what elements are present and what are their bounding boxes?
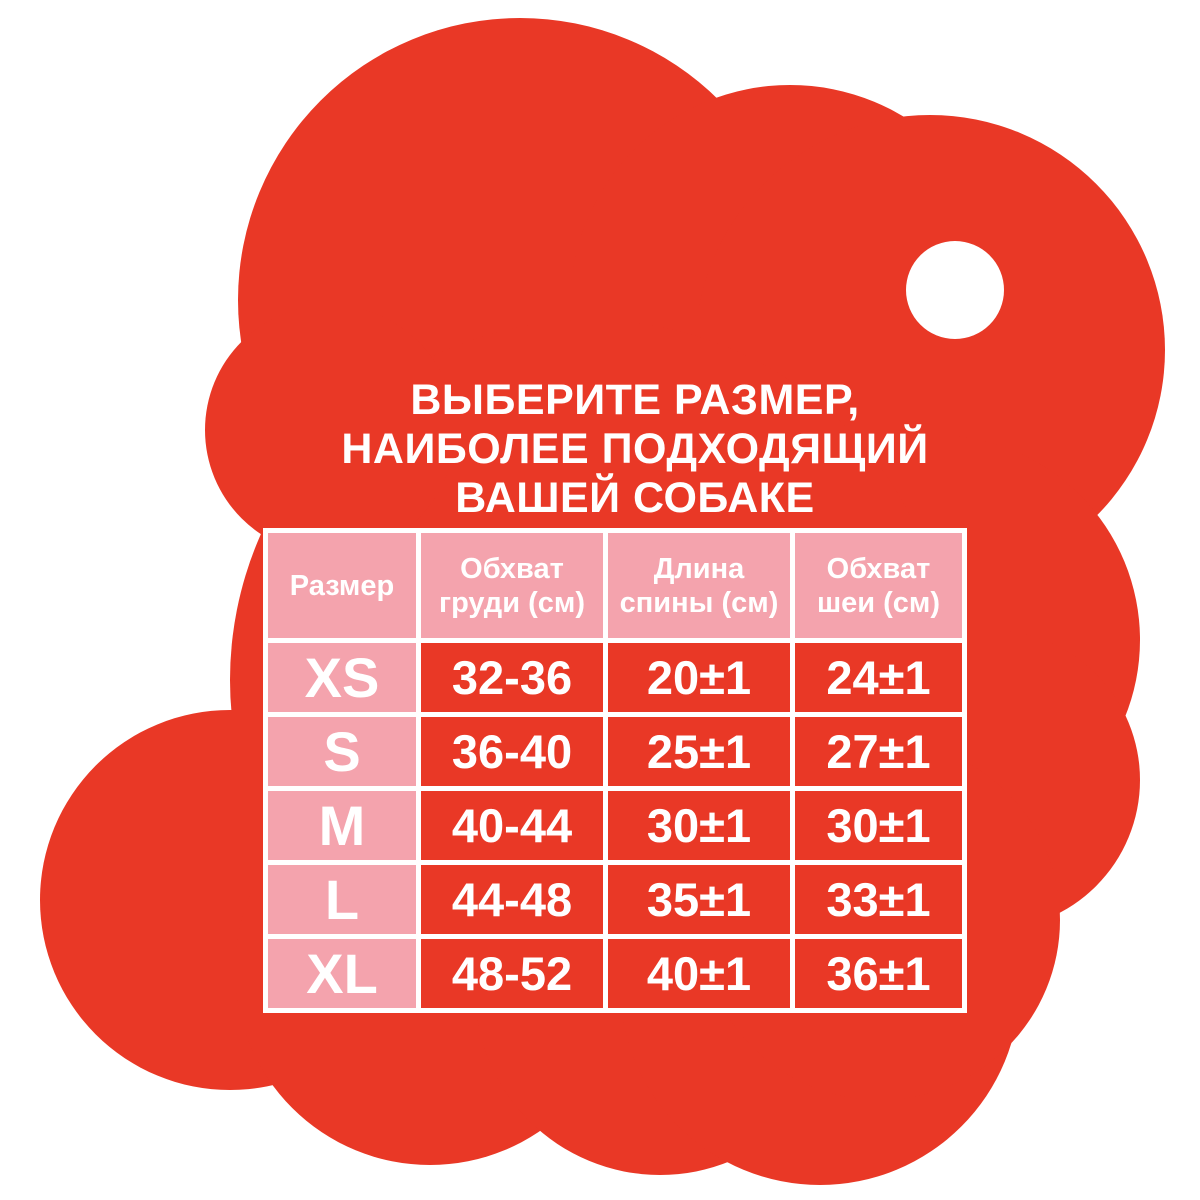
back-cell: 30±1: [608, 791, 790, 860]
size-cell: L: [268, 865, 416, 934]
neck-cell: 24±1: [795, 643, 962, 712]
size-cell: XL: [268, 939, 416, 1008]
tag-hole-icon: [906, 241, 1004, 339]
back-cell: 25±1: [608, 717, 790, 786]
chest-cell: 40-44: [421, 791, 603, 860]
chest-cell: 48-52: [421, 939, 603, 1008]
back-cell: 20±1: [608, 643, 790, 712]
header-back: Длина спины (см): [608, 533, 790, 638]
neck-cell: 36±1: [795, 939, 962, 1008]
table-row: M 40-44 30±1 30±1: [268, 791, 962, 860]
chest-cell: 44-48: [421, 865, 603, 934]
table-row: L 44-48 35±1 33±1: [268, 865, 962, 934]
size-table: Размер Обхват груди (см) Длина спины (см…: [263, 528, 967, 1013]
chest-cell: 32-36: [421, 643, 603, 712]
neck-cell: 33±1: [795, 865, 962, 934]
table-row: XS 32-36 20±1 24±1: [268, 643, 962, 712]
table-header-row: Размер Обхват груди (см) Длина спины (см…: [268, 533, 962, 638]
size-cell: M: [268, 791, 416, 860]
back-cell: 40±1: [608, 939, 790, 1008]
page-title: ВЫБЕРИТЕ РАЗМЕР, НАИБОЛЕЕ ПОДХОДЯЩИЙ ВАШ…: [140, 376, 1130, 523]
title-line-2: НАИБОЛЕЕ ПОДХОДЯЩИЙ: [341, 425, 929, 473]
title-line-1: ВЫБЕРИТЕ РАЗМЕР,: [410, 376, 860, 424]
chest-cell: 36-40: [421, 717, 603, 786]
neck-cell: 27±1: [795, 717, 962, 786]
title-line-3: ВАШЕЙ СОБАКЕ: [455, 474, 815, 522]
neck-cell: 30±1: [795, 791, 962, 860]
table-row: S 36-40 25±1 27±1: [268, 717, 962, 786]
table-row: XL 48-52 40±1 36±1: [268, 939, 962, 1008]
header-chest: Обхват груди (см): [421, 533, 603, 638]
header-neck: Обхват шеи (см): [795, 533, 962, 638]
size-cell: XS: [268, 643, 416, 712]
size-cell: S: [268, 717, 416, 786]
back-cell: 35±1: [608, 865, 790, 934]
header-size: Размер: [268, 533, 416, 638]
